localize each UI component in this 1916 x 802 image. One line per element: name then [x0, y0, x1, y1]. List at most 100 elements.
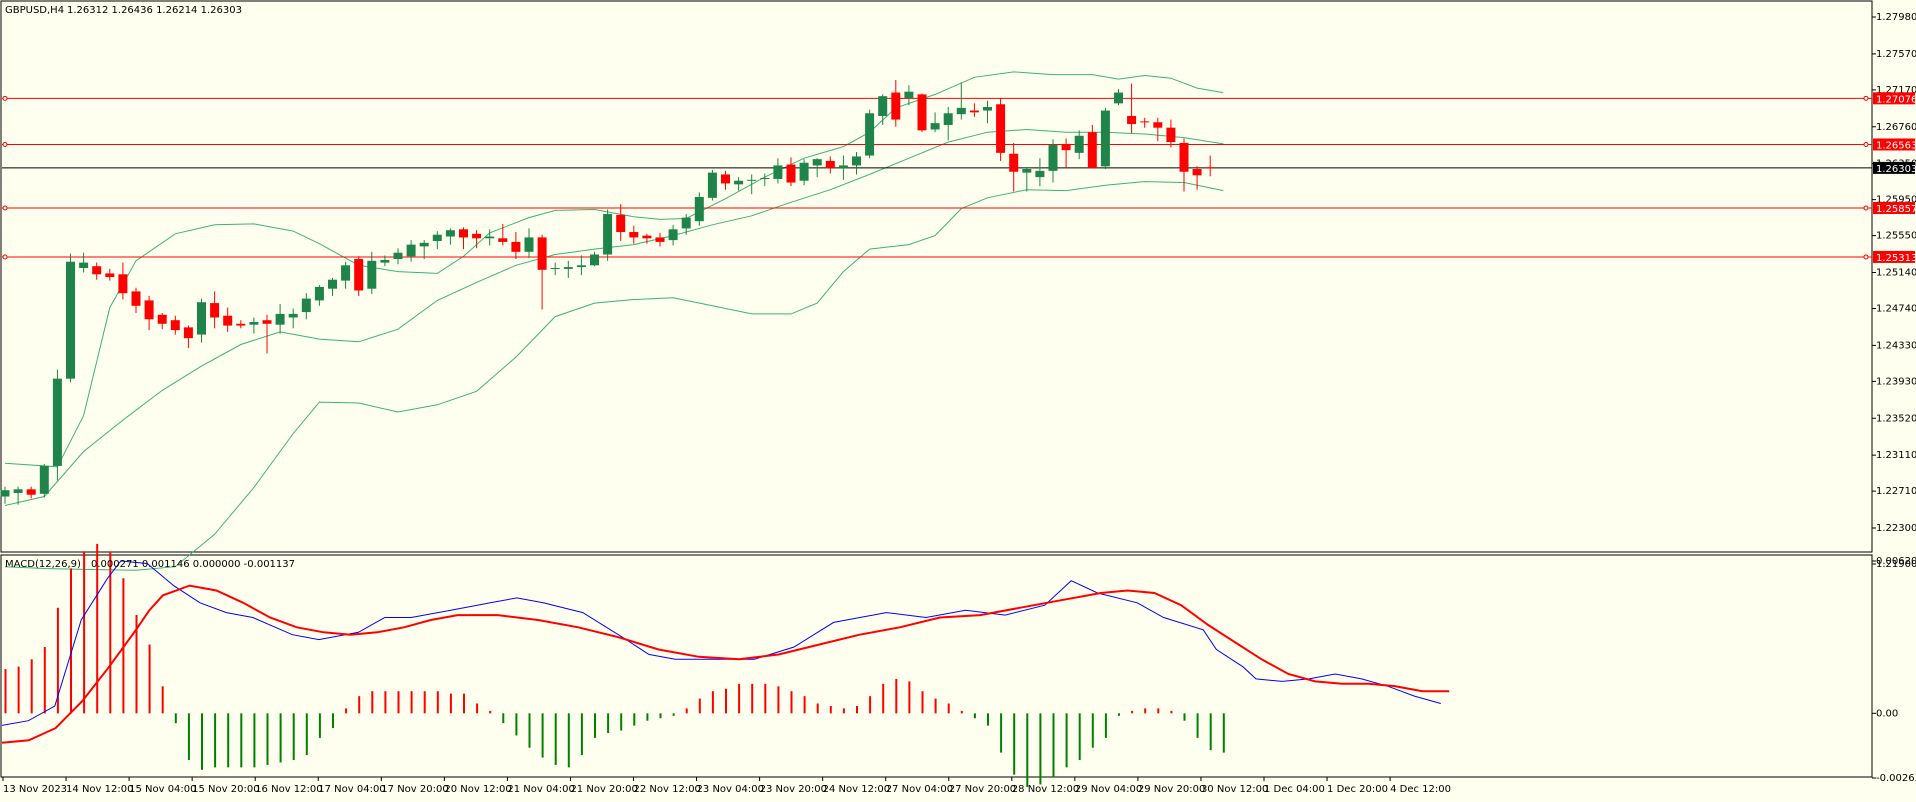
- level-price-tag: [1873, 138, 1915, 151]
- time-axis-label: 1 Dec 20:00: [1327, 784, 1388, 795]
- candle-body: [445, 230, 455, 237]
- candle-body: [655, 237, 665, 242]
- candle-body: [262, 320, 272, 324]
- candle-body: [1140, 121, 1150, 123]
- candle-body: [1114, 92, 1123, 104]
- candle-body: [943, 113, 953, 125]
- candle-body: [157, 314, 167, 324]
- candle-body: [419, 242, 429, 247]
- candle-body: [825, 160, 835, 169]
- bollinger-upper-band: [4, 71, 1224, 468]
- candle-body: [930, 123, 940, 130]
- candle-body: [904, 91, 914, 98]
- candle-body: [105, 273, 115, 278]
- time-axis-label: 20 Nov 12:00: [444, 784, 511, 795]
- candle-body: [537, 237, 547, 270]
- price-axis-label: 1.27980: [1876, 12, 1916, 23]
- candle-body: [1127, 115, 1137, 125]
- candle-body: [838, 165, 848, 169]
- bollinger-lower-band: [4, 181, 1224, 571]
- candle-body: [956, 107, 966, 115]
- time-axis-label: 15 Nov 20:00: [192, 784, 259, 795]
- candle-body: [472, 233, 482, 239]
- candle-body: [1035, 170, 1045, 178]
- macd-axis-label: 0.00: [1876, 708, 1898, 719]
- candle-body: [1048, 144, 1058, 171]
- candle-body: [629, 232, 639, 238]
- time-axis-label: 27 Nov 20:00: [949, 784, 1016, 795]
- price-axis-label: 1.27170: [1876, 85, 1916, 96]
- bollinger-middle-band: [4, 128, 1224, 506]
- price-axis-label: 1.22710: [1876, 486, 1916, 497]
- candle-body: [314, 286, 324, 301]
- time-axis-label: 14 Nov 12:00: [66, 784, 133, 795]
- candle-body: [734, 180, 744, 185]
- time-axis-label: 30 Nov 12:00: [1201, 784, 1268, 795]
- price-axis-label: 1.23930: [1876, 376, 1916, 387]
- candle-body: [1179, 142, 1189, 172]
- candle-body: [721, 174, 730, 184]
- candle-body: [1192, 169, 1202, 176]
- price-axis-label: 1.23110: [1876, 450, 1916, 461]
- candle-body: [66, 261, 75, 379]
- macd-panel-frame: [0, 554, 1873, 778]
- candle-body: [603, 214, 613, 255]
- candle-body: [747, 179, 757, 181]
- price-axis-label: 1.25950: [1876, 195, 1916, 206]
- candle-body: [183, 327, 193, 339]
- candle-body: [341, 265, 351, 281]
- time-axis-label: 17 Nov 20:00: [381, 784, 448, 795]
- candle-body: [983, 106, 992, 111]
- candle-body: [852, 156, 861, 166]
- candle-body: [799, 162, 809, 181]
- time-axis-label: 29 Nov 20:00: [1138, 784, 1205, 795]
- time-axis-label: 29 Nov 04:00: [1075, 784, 1142, 795]
- candle-body: [773, 165, 783, 179]
- candle-body: [13, 489, 23, 493]
- candle-body: [550, 268, 560, 270]
- candle-body: [498, 238, 508, 242]
- price-panel-frame: [0, 0, 1873, 553]
- time-axis-label: 15 Nov 04:00: [129, 784, 196, 795]
- candle-body: [969, 110, 979, 113]
- candle-body: [786, 164, 796, 183]
- price-panel: [0, 71, 1872, 571]
- candle-body: [865, 113, 875, 156]
- level-anchor-left: [2, 205, 8, 211]
- candle-body: [485, 236, 495, 239]
- candle-body: [170, 320, 180, 331]
- price-axis-label: 1.22300: [1876, 523, 1916, 534]
- level-price-label: 1.27076: [1876, 94, 1916, 105]
- time-axis-label: 1 Dec 04:00: [1264, 784, 1325, 795]
- time-axis-label: 24 Nov 12:00: [823, 784, 890, 795]
- macd-values: 0.000271 0.001146 0.000000 -0.001137: [91, 559, 295, 570]
- level-price-tag: [1873, 92, 1915, 105]
- candle-body: [917, 94, 927, 131]
- candle-body: [511, 241, 521, 252]
- candle-body: [367, 260, 377, 289]
- candle-body: [878, 96, 888, 116]
- time-axis-label: 27 Nov 04:00: [886, 784, 953, 795]
- candle-body: [406, 244, 416, 257]
- candle-body: [459, 229, 468, 238]
- candle-body: [1205, 167, 1215, 169]
- candle-body: [1087, 132, 1097, 169]
- level-price-label: 1.25857: [1876, 204, 1916, 215]
- level-price-tag: [1873, 250, 1915, 263]
- candle-body: [144, 300, 154, 320]
- macd-axis-label: -0.002633: [1876, 773, 1916, 784]
- candle-body: [1166, 127, 1176, 143]
- level-anchor-right: [1863, 95, 1869, 101]
- level-anchor-right: [1863, 254, 1869, 260]
- candle-body: [616, 214, 626, 233]
- time-axis-label: 4 Dec 12:00: [1390, 784, 1451, 795]
- candle-body: [576, 265, 586, 268]
- macd-axis-label: 0.006201: [1876, 556, 1916, 567]
- candle-body: [288, 313, 298, 318]
- candle-body: [1100, 110, 1110, 167]
- candle-body: [642, 235, 652, 239]
- candle-body: [760, 178, 770, 180]
- candle-body: [380, 259, 390, 263]
